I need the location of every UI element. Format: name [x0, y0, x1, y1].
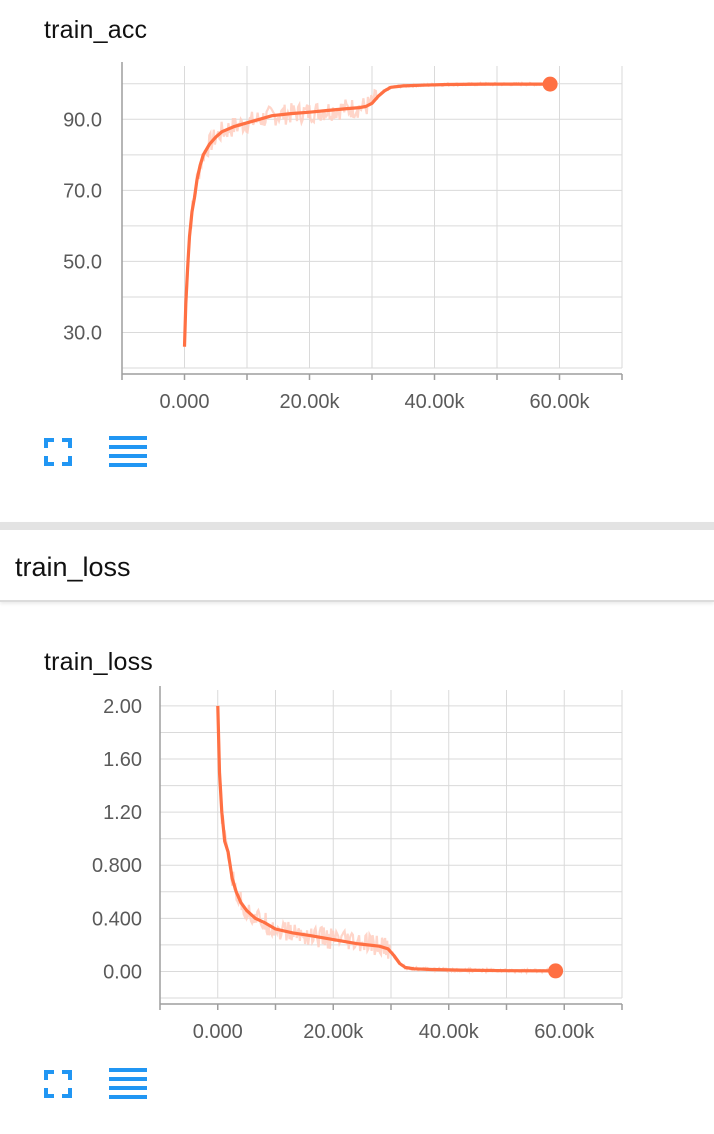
toggle-data-table-button[interactable]	[109, 436, 147, 468]
smoothed-series-line	[216, 705, 556, 973]
fit-to-screen-button[interactable]	[44, 1070, 72, 1098]
chart-title-train-loss: train_loss	[44, 648, 153, 676]
x-tick-label: 0.000	[159, 391, 209, 413]
x-tick-label: 60.00k	[529, 391, 590, 413]
fit-to-screen-icon	[44, 438, 72, 466]
y-tick-label: 0.400	[92, 908, 142, 930]
y-tick-label: 0.00	[103, 961, 142, 983]
y-tick-label: 30.0	[63, 322, 102, 344]
y-tick-label: 1.60	[103, 749, 142, 771]
x-tick-label: 20.00k	[279, 391, 340, 413]
y-tick-label: 90.0	[63, 109, 102, 131]
grid	[159, 690, 623, 999]
grid	[121, 66, 623, 369]
x-tick-label: 0.000	[193, 1021, 243, 1043]
y-tick-label: 0.800	[92, 855, 142, 877]
series-endpoint[interactable]	[542, 76, 558, 92]
x-tick-label: 40.00k	[404, 391, 465, 413]
chart-title-train-acc: train_acc	[44, 16, 148, 44]
y-tick-label: 1.20	[103, 802, 142, 824]
x-tick-label: 40.00k	[419, 1021, 480, 1043]
x-tick-label: 60.00k	[534, 1021, 595, 1043]
y-tick-label: 70.0	[63, 180, 102, 202]
y-tick-label: 50.0	[63, 251, 102, 273]
data-table-icon	[109, 1068, 147, 1099]
raw-series-line	[183, 81, 551, 347]
section-header[interactable]: train_loss	[0, 522, 714, 602]
smoothed-series-line	[182, 82, 551, 347]
data-table-icon	[109, 436, 147, 467]
series-endpoint[interactable]	[548, 963, 564, 979]
y-tick-label: 2.00	[103, 696, 142, 718]
toggle-data-table-button[interactable]	[109, 1068, 147, 1100]
x-tick-label: 20.00k	[303, 1021, 364, 1043]
train-acc-chart[interactable]: 0.000 20.00k 40.00k 60.00k 30.0 50.0 70.0 90.0	[0, 0, 714, 420]
section-title: train_loss	[15, 552, 131, 582]
train-loss-chart[interactable]: 0.000 20.00k 40.00k 60.00k 0.00 0.400 0.800 1.2…	[0, 680, 714, 1100]
fit-to-screen-icon	[44, 1070, 72, 1098]
fit-to-screen-button[interactable]	[44, 438, 72, 466]
